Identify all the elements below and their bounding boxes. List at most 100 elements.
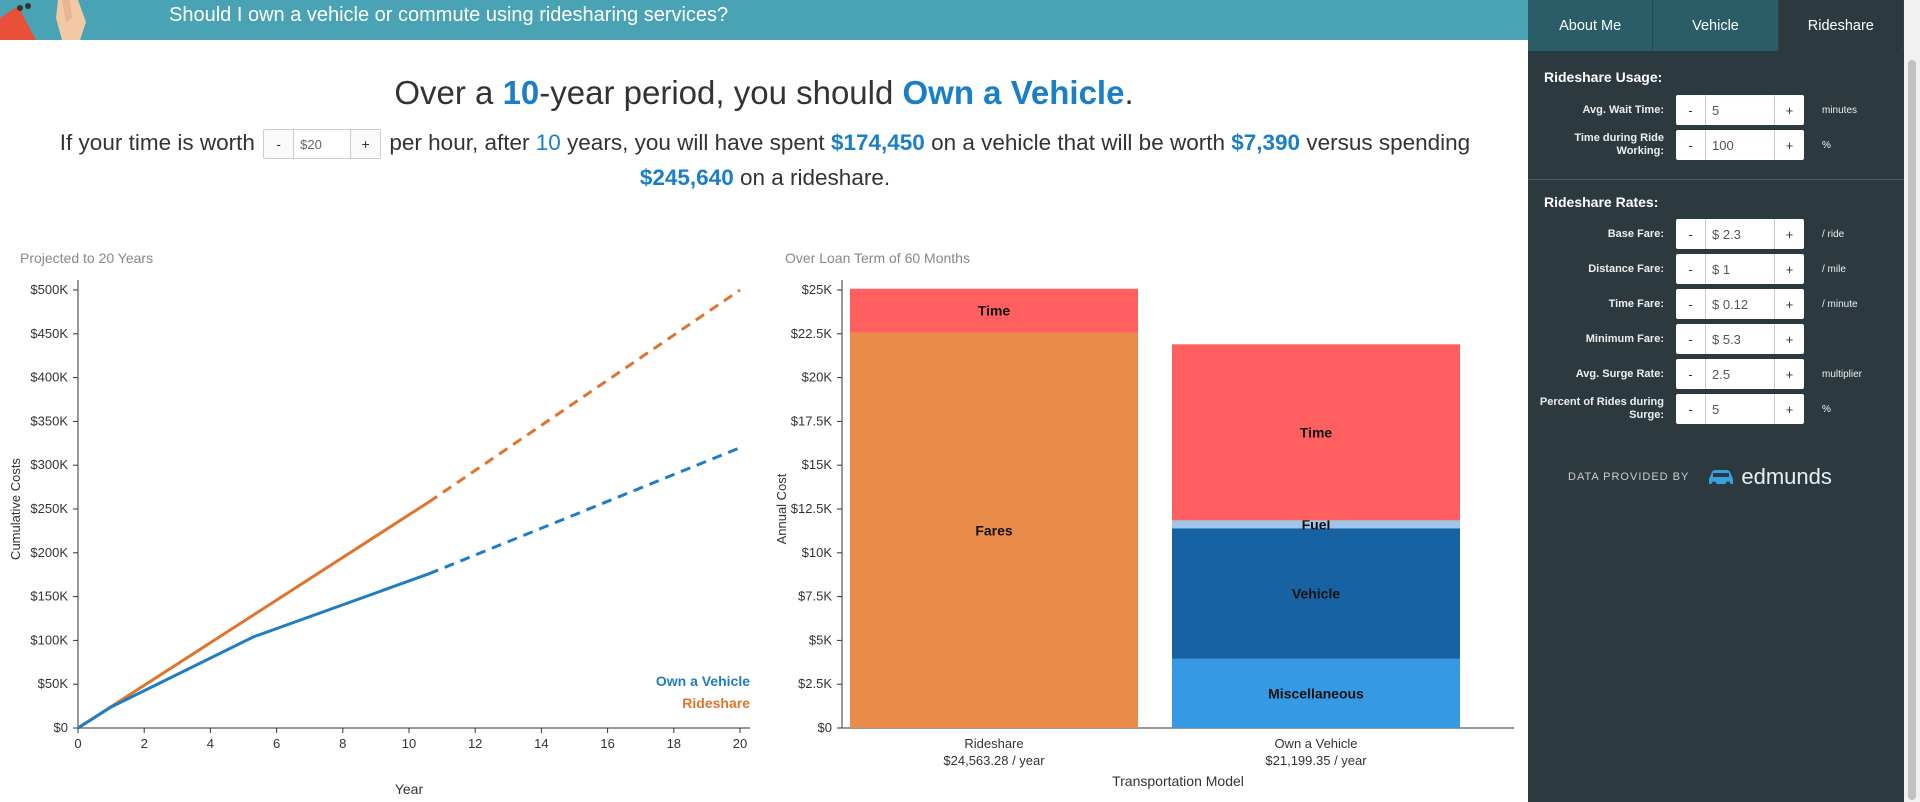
series-line-solid (77, 500, 430, 730)
y-tick-label: $250K (30, 501, 68, 516)
base-fare-label: Base Fare: (1607, 227, 1664, 240)
distance-fare-input[interactable]: $ 1 (1712, 261, 1731, 277)
settings-panel: About Me Vehicle Rideshare Rideshare Usa… (1528, 0, 1904, 802)
x-tick-label: 8 (339, 736, 346, 751)
wait-time-input[interactable]: 5 (1712, 102, 1720, 118)
y-tick-label: $0 (54, 720, 68, 735)
distance-fare-plus-button[interactable]: + (1774, 254, 1804, 284)
surge-percent-unit: % (1822, 403, 1831, 415)
headline-mid: -year period, you should (539, 74, 903, 111)
surge-percent-input[interactable]: 5 (1712, 401, 1720, 417)
scrollbar-thumb[interactable] (1908, 60, 1916, 800)
vehicle-worth-value: $7,390 (1231, 130, 1301, 155)
y-tick-label: $500K (30, 282, 68, 297)
headline-years: 10 (502, 74, 540, 111)
wait-time-unit: minutes (1822, 104, 1858, 116)
surge-percent-plus-button[interactable]: + (1774, 394, 1804, 424)
time-working-stepper[interactable]: - 100 + (1676, 130, 1804, 160)
distance-fare-row: Distance Fare: - $ 1 + / mile (1528, 254, 1904, 284)
series-line-projection (428, 446, 741, 576)
tab-vehicle[interactable]: Vehicle (1653, 0, 1779, 51)
time-fare-row: Time Fare: - $ 0.12 + / minute (1528, 289, 1904, 319)
x-tick-label: 4 (207, 736, 214, 751)
y-tick-label: $20K (802, 370, 833, 385)
time-working-input[interactable]: 100 (1712, 137, 1734, 153)
headline-prefix: Over a (394, 74, 503, 111)
base-fare-minus-button[interactable]: - (1676, 219, 1706, 249)
y-axis-title: Annual Cost (774, 473, 789, 544)
rates-section-title: Rideshare Rates: (1544, 194, 1659, 210)
time-fare-minus-button[interactable]: - (1676, 289, 1706, 319)
bar-segment-label: Time (978, 303, 1011, 319)
surge-percent-minus-button[interactable]: - (1676, 394, 1706, 424)
distance-fare-minus-button[interactable]: - (1676, 254, 1706, 284)
time-working-label: Time during Ride Working: (1574, 132, 1664, 157)
y-tick-label: $10K (802, 545, 833, 560)
y-tick-label: $7.5K (798, 589, 832, 604)
base-fare-plus-button[interactable]: + (1774, 219, 1804, 249)
surge-rate-stepper[interactable]: - 2.5 + (1676, 359, 1804, 389)
surge-rate-input[interactable]: 2.5 (1712, 366, 1731, 382)
y-axis-title: Cumulative Costs (8, 458, 23, 560)
base-fare-stepper[interactable]: - $ 2.3 + (1676, 219, 1804, 249)
y-tick-label: $50K (38, 676, 69, 691)
x-tick-label: 0 (74, 736, 81, 751)
x-category-label: Own a Vehicle (1274, 736, 1357, 751)
headline: Over a 10-year period, you should Own a … (0, 74, 1528, 112)
wait-time-stepper[interactable]: - 5 + (1676, 95, 1804, 125)
y-tick-label: $12.5K (791, 501, 833, 516)
y-tick-label: $150K (30, 589, 68, 604)
x-tick-label: 6 (273, 736, 280, 751)
minimum-fare-input[interactable]: $ 5.3 (1712, 331, 1741, 347)
minimum-fare-label: Minimum Fare: (1585, 332, 1664, 345)
hourly-value-input[interactable]: $20 (300, 136, 322, 152)
x-category-label: Rideshare (964, 736, 1023, 751)
distance-fare-stepper[interactable]: - $ 1 + (1676, 254, 1804, 284)
y-tick-label: $22.5K (791, 326, 833, 341)
summary-text: If your time is worth (59, 130, 255, 155)
summary-text: years, you will have spent (567, 130, 825, 155)
time-fare-plus-button[interactable]: + (1774, 289, 1804, 319)
x-tick-label: 18 (667, 736, 681, 751)
x-tick-label: 2 (141, 736, 148, 751)
bar-segment-label: Fares (975, 522, 1013, 538)
hourly-plus-button[interactable]: + (350, 130, 381, 159)
surge-rate-minus-button[interactable]: - (1676, 359, 1706, 389)
minimum-fare-plus-button[interactable]: + (1774, 324, 1804, 354)
x-category-total: $24,563.28 / year (943, 753, 1045, 768)
bar-segment (850, 332, 1138, 728)
wait-time-row: Avg. Wait Time: - 5 + minutes (1528, 95, 1904, 125)
header-banner: Should I own a vehicle or commute using … (0, 0, 1528, 40)
minimum-fare-stepper[interactable]: - $ 5.3 + (1676, 324, 1804, 354)
time-working-minus-button[interactable]: - (1676, 130, 1706, 160)
page-scrollbar[interactable] (1904, 0, 1920, 802)
base-fare-input[interactable]: $ 2.3 (1712, 226, 1741, 242)
time-fare-stepper[interactable]: - $ 0.12 + (1676, 289, 1804, 319)
surge-rate-plus-button[interactable]: + (1774, 359, 1804, 389)
time-fare-input[interactable]: $ 0.12 (1712, 296, 1749, 312)
wait-time-label: Avg. Wait Time: (1582, 103, 1665, 116)
section-divider (1528, 179, 1904, 180)
y-tick-label: $5K (809, 632, 832, 647)
bar-segment (1172, 658, 1460, 728)
x-axis-title: Year (395, 781, 424, 797)
hourly-value-stepper[interactable]: - $20 + (263, 129, 382, 160)
tab-about-me[interactable]: About Me (1528, 0, 1654, 51)
surge-rate-unit: multiplier (1822, 368, 1863, 380)
series-line-projection (428, 288, 741, 504)
summary-text: on a rideshare. (740, 165, 891, 190)
series-line-solid (77, 572, 430, 730)
wait-time-plus-button[interactable]: + (1774, 95, 1804, 125)
legend-item: Own a Vehicle (656, 673, 750, 689)
tab-rideshare[interactable]: Rideshare (1778, 0, 1904, 51)
bar-segment (1172, 520, 1460, 529)
time-working-plus-button[interactable]: + (1774, 130, 1804, 160)
surge-percent-row: Percent of Rides during Surge: - 5 + % (1528, 394, 1904, 424)
usage-section-title: Rideshare Usage: (1544, 69, 1663, 85)
wait-time-minus-button[interactable]: - (1676, 95, 1706, 125)
surge-percent-stepper[interactable]: - 5 + (1676, 394, 1804, 424)
surge-rate-label: Avg. Surge Rate: (1575, 367, 1664, 380)
hourly-minus-button[interactable]: - (264, 130, 295, 159)
time-fare-unit: / minute (1822, 298, 1858, 310)
minimum-fare-minus-button[interactable]: - (1676, 324, 1706, 354)
